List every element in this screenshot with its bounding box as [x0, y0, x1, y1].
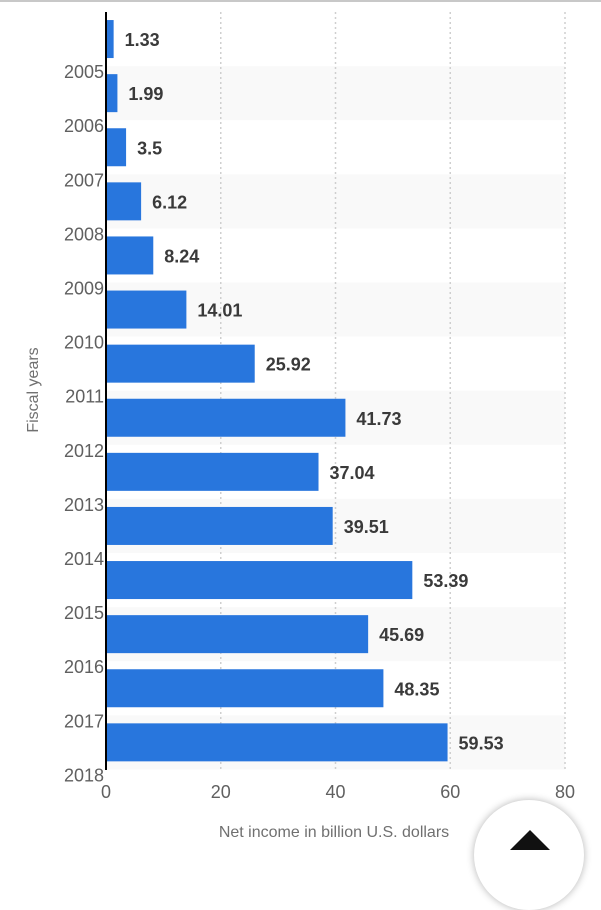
- x-tick-label: 80: [555, 782, 575, 802]
- x-tick-label: 40: [325, 782, 345, 802]
- y-tick-label: 2006: [64, 116, 104, 136]
- y-tick-label: 2016: [64, 657, 104, 677]
- bar: [106, 182, 142, 221]
- bar: [106, 615, 369, 654]
- y-tick-label: 2012: [64, 441, 104, 461]
- data-label: 14.01: [197, 301, 242, 321]
- bar: [106, 290, 187, 329]
- data-label: 37.04: [330, 463, 375, 483]
- chevron-up-icon: [510, 830, 550, 850]
- data-label: 8.24: [164, 246, 199, 266]
- bar: [106, 20, 114, 59]
- bar: [106, 344, 255, 383]
- x-tick-label: 0: [101, 782, 111, 802]
- data-label: 53.39: [423, 571, 468, 591]
- y-tick-label: 2009: [64, 279, 104, 299]
- bar: [106, 236, 154, 275]
- bar: [106, 452, 319, 491]
- y-tick-label: 2008: [64, 224, 104, 244]
- data-label: 59.53: [459, 733, 504, 753]
- bar: [106, 506, 333, 545]
- data-label: 48.35: [394, 679, 439, 699]
- x-tick-label: 60: [440, 782, 460, 802]
- top-divider: [0, 0, 601, 2]
- bar: [106, 128, 127, 167]
- data-label: 25.92: [266, 355, 311, 375]
- data-label: 1.33: [125, 30, 160, 50]
- data-label: 41.73: [356, 409, 401, 429]
- y-tick-label: 2013: [64, 495, 104, 515]
- bar: [106, 398, 346, 437]
- x-axis-title: Net income in billion U.S. dollars: [219, 824, 449, 841]
- y-tick-label: 2005: [64, 62, 104, 82]
- data-label: 45.69: [379, 625, 424, 645]
- data-label: 1.99: [128, 84, 163, 104]
- bar: [106, 74, 118, 113]
- y-axis-title: Fiscal years: [25, 347, 42, 432]
- y-tick-label: 2014: [64, 549, 104, 569]
- scroll-to-top-button[interactable]: [474, 800, 584, 910]
- bar: [106, 669, 384, 708]
- bar: [106, 561, 413, 600]
- y-tick-label: 2010: [64, 333, 104, 353]
- x-tick-label: 20: [211, 782, 231, 802]
- bar-chart: 1.33 1.99 3.5 6.12 8.24 14.01 25.92 41.73 37.04 3…: [25, 12, 575, 841]
- y-tick-label: 2015: [64, 603, 104, 623]
- data-label: 39.51: [344, 517, 389, 537]
- y-tick-label: 2011: [65, 387, 104, 407]
- y-tick-label: 2007: [64, 170, 104, 190]
- bar: [106, 723, 448, 762]
- y-tick-label: 2017: [64, 711, 104, 731]
- data-label: 3.5: [137, 138, 162, 158]
- data-label: 6.12: [152, 192, 187, 212]
- y-tick-label: 2018: [64, 765, 104, 785]
